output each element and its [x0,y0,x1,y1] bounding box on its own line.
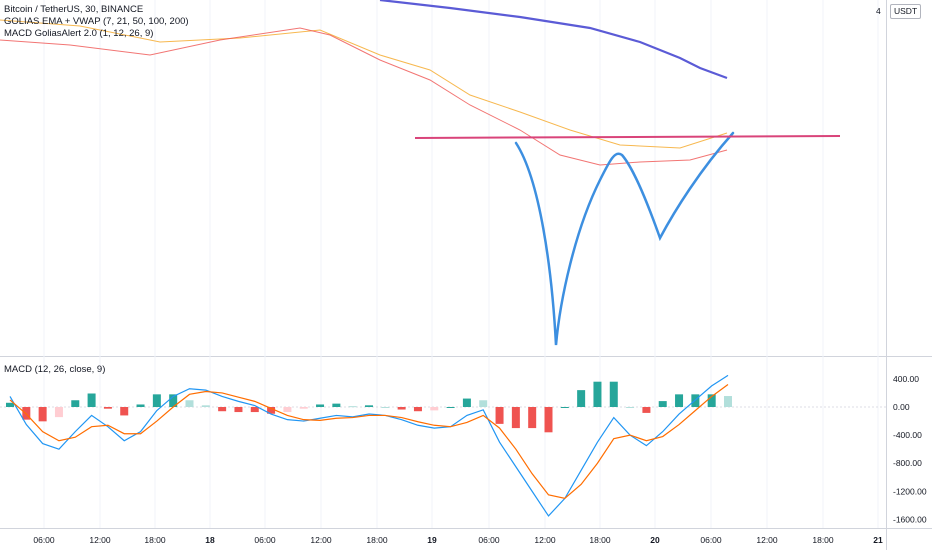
macd-histogram-bar [381,407,390,408]
macd-histogram-bar [577,390,586,407]
time-tick-label: 12:00 [756,535,778,545]
macd-tick-label: -1200.00 [893,486,927,496]
time-tick-label: 18 [205,535,215,545]
neckline-drawing [414,135,841,139]
macd-histogram-bar [250,407,259,413]
macd-line [9,374,729,517]
macd-histogram-bar [71,400,80,407]
time-tick-label: 19 [427,535,437,545]
user-drawings [414,131,841,346]
macd-tick-label: -800.00 [893,458,922,468]
time-tick-label: 21 [873,535,883,545]
time-tick-label: 18:00 [589,535,611,545]
macd-histogram-bar [185,400,194,407]
macd-tick-label: 0.00 [893,402,910,412]
time-tick-label: 12:00 [310,535,332,545]
time-tick-label: 18:00 [812,535,834,545]
macd-histogram-bar [446,407,455,408]
macd-histogram-bar [609,381,618,407]
macd-histogram-bar [413,407,422,412]
macd-histogram-bar [87,393,96,407]
macd-histogram-bar [626,407,635,408]
macd-histogram-bar [54,407,63,418]
macd-histogram-bar [267,407,276,414]
macd-histogram-bar [332,403,341,407]
macd-histogram-bar [152,394,161,407]
time-tick-label: 06:00 [700,535,722,545]
macd-legend[interactable]: MACD (12, 26, close, 9) [4,364,106,375]
macd-histogram-bar [283,407,292,413]
macd-histogram-bar [593,381,602,407]
symbol-title[interactable]: Bitcoin / TetherUS, 30, BINANCE [4,4,144,15]
ema-200-line [379,0,728,80]
macd-tick-label: -400.00 [893,430,922,440]
indicator-macd-alert-legend[interactable]: MACD GoliasAlert 2.0 (1, 12, 26, 9) [4,28,154,39]
macd-pane [0,374,886,517]
time-tick-label: 12:00 [534,535,556,545]
macd-histogram-bar [642,407,651,413]
macd-histogram-bar [544,407,553,433]
macd-tick-label: 400.00 [893,374,919,384]
time-tick-label: 06:00 [478,535,500,545]
macd-histogram-bar [201,405,210,407]
time-tick-label: 12:00 [89,535,111,545]
macd-histogram-bar [365,405,373,407]
macd-histogram-bar [658,401,667,407]
macd-histogram-bar [120,407,129,416]
indicator-ema-legend[interactable]: GOLIAS EMA + VWAP (7, 21, 50, 100, 200) [4,16,189,27]
macd-histogram-bar [348,406,357,408]
macd-histogram-bar [136,404,145,407]
macd-histogram-bar [479,400,488,407]
macd-histogram-bar [724,396,732,407]
time-tick-label: 20 [650,535,660,545]
macd-histogram-bar [234,407,243,413]
time-axis[interactable]: 06:00 12:00 18:00 18 06:00 12:00 18:00 19 06:00 1… [33,535,883,545]
macd-histogram-bar [707,394,716,407]
macd-histogram-bar [169,394,178,407]
macd-histogram-bar [528,407,537,429]
price-axis[interactable]: 46000.0045000.0044000.0043000.0041000.00… [887,0,931,525]
macd-histogram-bar [430,407,439,411]
macd-histogram-bar [103,407,112,409]
time-tick-label: 06:00 [33,535,55,545]
macd-histogram-bar [299,407,308,409]
ema-100-line [0,19,728,149]
macd-tick-label: -1600.00 [893,514,927,524]
time-tick-label: 06:00 [254,535,276,545]
macd-histogram-bar [675,394,684,407]
macd-histogram-bar [316,404,325,407]
scale-mode-indicator[interactable]: 4 [876,6,881,16]
currency-button[interactable]: USDT [890,4,922,19]
macd-histogram-bar [511,407,520,429]
time-tick-label: 18:00 [366,535,388,545]
macd-histogram-bar [495,407,504,424]
macd-histogram-bar [397,407,406,410]
macd-histogram-bar [462,398,471,407]
w-pattern-drawing [514,131,735,346]
macd-histogram-bar [38,407,47,422]
signal-line [9,384,729,500]
macd-histogram-bar [218,407,227,412]
macd-histogram-bar [6,402,14,407]
macd-histogram-bar [560,407,569,408]
time-tick-label: 18:00 [144,535,166,545]
